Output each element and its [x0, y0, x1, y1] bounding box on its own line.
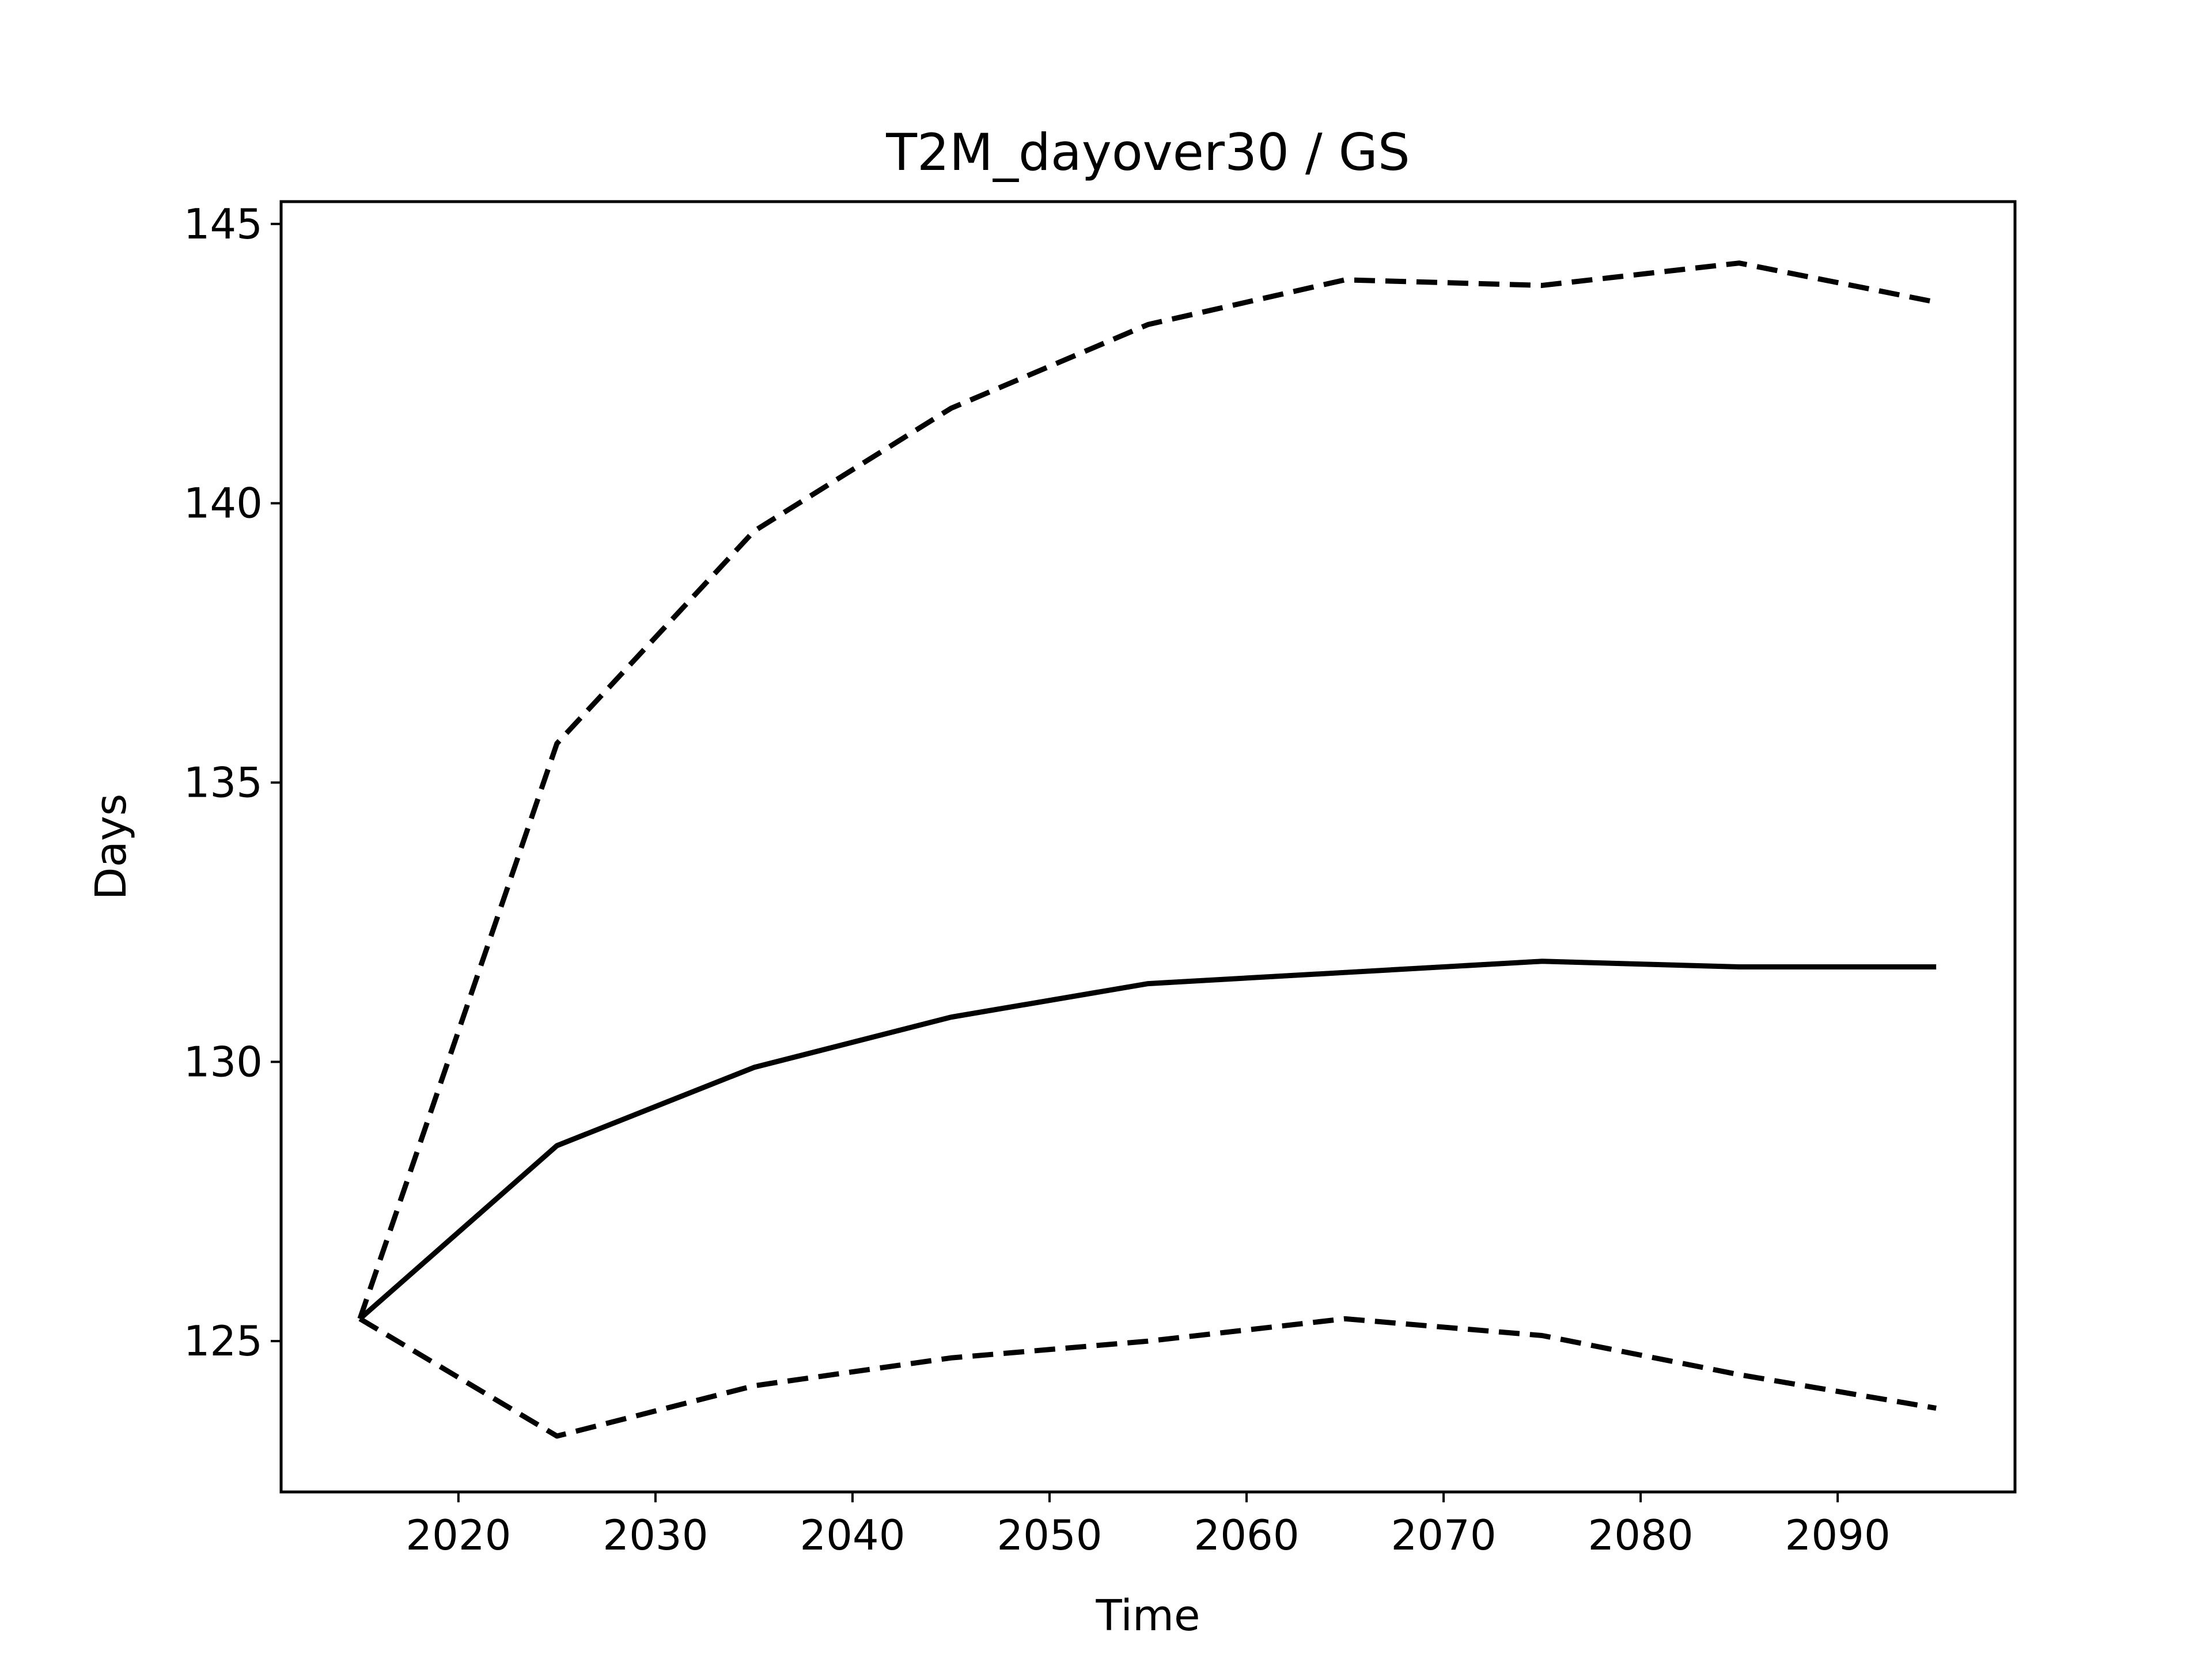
- x-tick-label: 2050: [997, 1511, 1102, 1559]
- series-line-2: [357, 260, 1937, 1320]
- series-layer: [357, 260, 1937, 1439]
- x-tick-label: 2030: [603, 1511, 708, 1559]
- x-tick-label: 2070: [1391, 1511, 1496, 1559]
- chart-title: T2M_dayover30 / GS: [885, 123, 1410, 182]
- y-tick-label: 125: [184, 1317, 263, 1365]
- y-tick-label: 130: [184, 1037, 263, 1086]
- series-line-1: [358, 959, 1937, 1321]
- x-tick-label: 2040: [800, 1511, 905, 1559]
- x-axis: 2020 2030 2040 2050 2060 2070 2080 2090: [406, 1492, 1891, 1559]
- x-tick-label: 2060: [1194, 1511, 1299, 1559]
- y-tick-label: 145: [184, 200, 263, 248]
- y-axis: 125 130 135 140 145: [184, 200, 281, 1365]
- x-axis-label: Time: [1095, 1591, 1200, 1641]
- plot-frame: [279, 200, 2017, 1494]
- y-axis-label: Days: [86, 794, 136, 900]
- y-tick-label: 135: [184, 758, 263, 806]
- series-line-3: [358, 1316, 1937, 1439]
- x-tick-label: 2020: [406, 1511, 511, 1559]
- y-tick-label: 140: [184, 479, 263, 528]
- x-tick-label: 2090: [1785, 1511, 1891, 1559]
- x-tick-label: 2080: [1588, 1511, 1693, 1559]
